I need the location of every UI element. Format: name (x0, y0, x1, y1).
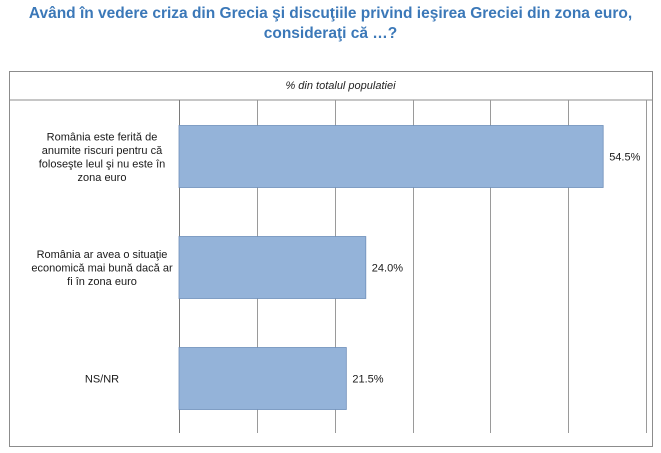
data-label: 21.5% (352, 374, 383, 386)
chart-title-line-1: Având în vedere criza din Grecia şi disc… (28, 5, 633, 22)
category-label: România este ferită de anumite riscuri pe… (39, 131, 166, 184)
value-labels: 54.5% 24.0% 21.5% (352, 152, 640, 386)
bars (178, 125, 604, 410)
chart-title: Având în vedere criza din Grecia şi disc… (0, 4, 661, 44)
category-label: NS/NR (85, 374, 119, 386)
chart-title-line-2: consideraţi că …? (263, 25, 398, 42)
category-labels: România este ferită de anumite riscuri pe… (31, 131, 173, 385)
chart-subtitle: % din totalul populatiei (285, 80, 396, 92)
data-label: 24.0% (372, 263, 403, 275)
bar (178, 347, 347, 410)
bar (178, 236, 367, 299)
bar (178, 125, 604, 188)
data-label: 54.5% (609, 152, 640, 164)
category-label: România ar avea o situaţie economică mai … (31, 249, 173, 288)
